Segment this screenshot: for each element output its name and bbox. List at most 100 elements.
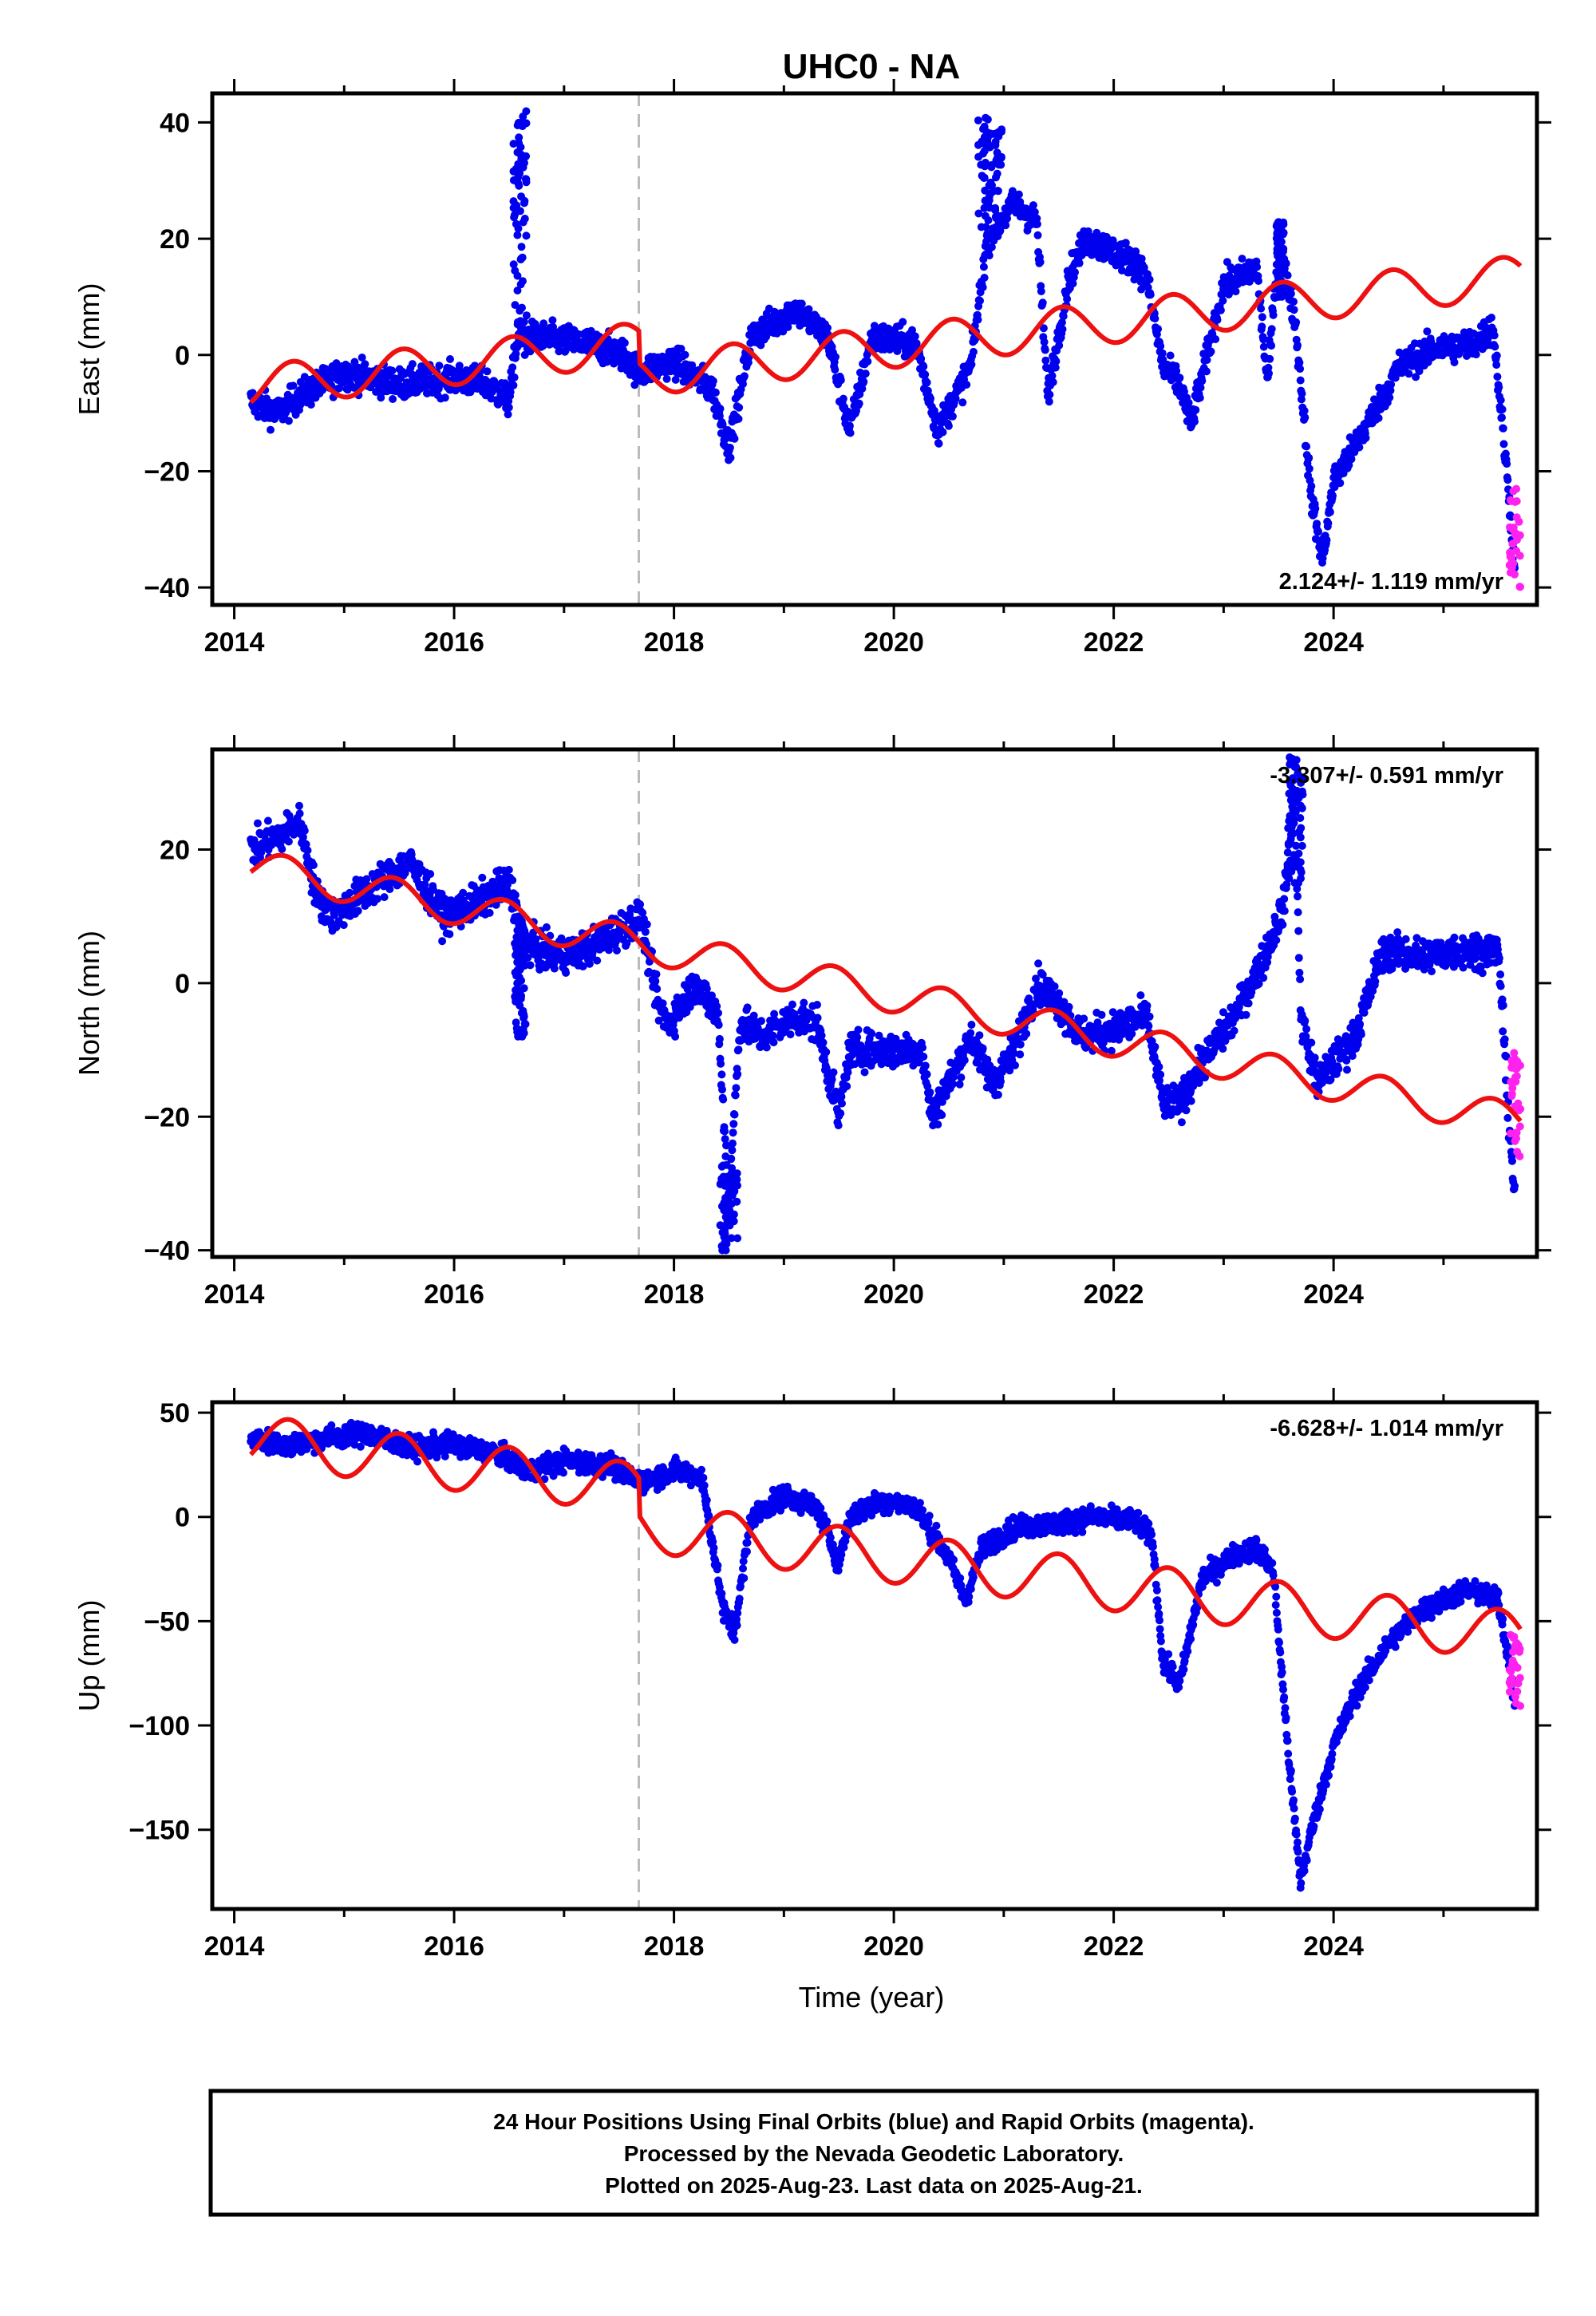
east-spike-point [513,231,522,239]
east-spike-point [517,243,526,251]
east-final-point [1045,390,1054,399]
east-final-point [1496,396,1505,405]
north-final-point [585,959,594,968]
east-final-point [1322,536,1331,544]
east-final-point [602,358,611,366]
east-spike-point [994,187,1002,196]
east-rapid-point [1509,487,1518,496]
east-final-point [1498,413,1506,422]
east-final-point [726,453,735,462]
north-final-point [636,900,645,909]
east-final-point [620,338,629,347]
east-final-point [1213,315,1222,324]
north-final-point [768,1031,777,1040]
east-final-point [1290,298,1298,306]
north-final-point [843,1068,852,1077]
east-final-point [1033,231,1042,239]
east-final-point [361,360,369,369]
north-final-point [733,1069,742,1078]
east-final-point [1071,268,1079,277]
east-final-point [1385,393,1394,402]
north-final-point [729,1139,737,1148]
north-final-point [729,1120,738,1128]
east-final-point [440,393,449,402]
east-final-point [1184,398,1193,407]
north-final-point [1295,968,1304,977]
east-final-point [863,357,872,366]
east-final-point [1499,424,1507,433]
east-final-point [1058,325,1067,334]
east-final-point [1238,255,1246,263]
north-final-point [922,1070,931,1079]
north-final-point [926,1088,934,1097]
north-final-point [1011,1061,1019,1069]
north-final-point [300,826,309,835]
east-final-point [510,373,519,381]
north-final-point [919,1053,928,1061]
east-final-point [1180,387,1188,396]
north-final-point [923,1082,932,1091]
north-final-point [1065,1002,1073,1011]
east-final-point [1198,377,1207,385]
east-spike-point [517,192,526,201]
north-final-point [762,1043,771,1052]
east-final-point [1207,347,1215,356]
north-final-point [253,819,262,828]
east-final-point [917,354,926,363]
north-final-point [1107,1046,1116,1055]
north-final-point [702,984,711,993]
east-final-point [1196,383,1205,392]
east-final-point [1195,393,1204,402]
east-final-point [1211,335,1220,343]
east-spike-point [1274,270,1282,279]
north-final-point [891,1034,900,1043]
east-final-point [734,414,743,423]
east-final-point [855,399,863,408]
east-final-point [1075,259,1084,267]
north-final-point [1016,1040,1025,1049]
east-final-point [389,395,397,403]
east-spike-point [981,186,990,195]
east-y-axis-label: East (mm) [73,283,105,416]
north-final-point [957,1073,966,1082]
north-final-point [730,1110,739,1119]
north-final-point [1294,892,1302,901]
east-final-point [1325,508,1334,516]
north-final-point [654,1016,663,1025]
east-final-point [483,367,492,376]
north-final-point [263,816,272,825]
east-final-point [1259,335,1268,344]
east-final-point [922,378,931,387]
east-final-point [846,429,855,437]
north-final-point [459,888,468,897]
east-spike-point [511,301,519,310]
east-final-point [1374,413,1383,422]
east-final-point [980,274,989,282]
north-final-point [485,908,494,917]
north-final-point [800,998,808,1007]
east-final-point [1313,520,1321,528]
east-spike-point [522,231,531,240]
north-final-point [1294,954,1303,962]
north-final-point [1280,895,1289,903]
east-final-point [492,384,501,393]
north-final-point [1005,1066,1014,1075]
east-spike-point [517,150,525,159]
east-final-point [978,283,987,291]
east-final-point [1084,227,1092,235]
east-rapid-point [1511,570,1519,579]
east-x-tick-label: 2022 [1084,627,1144,658]
north-final-point [722,1141,730,1150]
north-final-point [769,1038,778,1047]
north-final-point [651,977,660,986]
east-final-point [1307,482,1316,491]
east-final-point [455,362,464,370]
east-final-point [979,263,988,271]
east-spike-point [520,199,528,207]
east-final-point [1166,351,1175,360]
east-final-point [919,362,928,371]
east-final-point [1231,287,1240,296]
east-final-point [911,332,919,341]
north-final-point [478,873,487,882]
